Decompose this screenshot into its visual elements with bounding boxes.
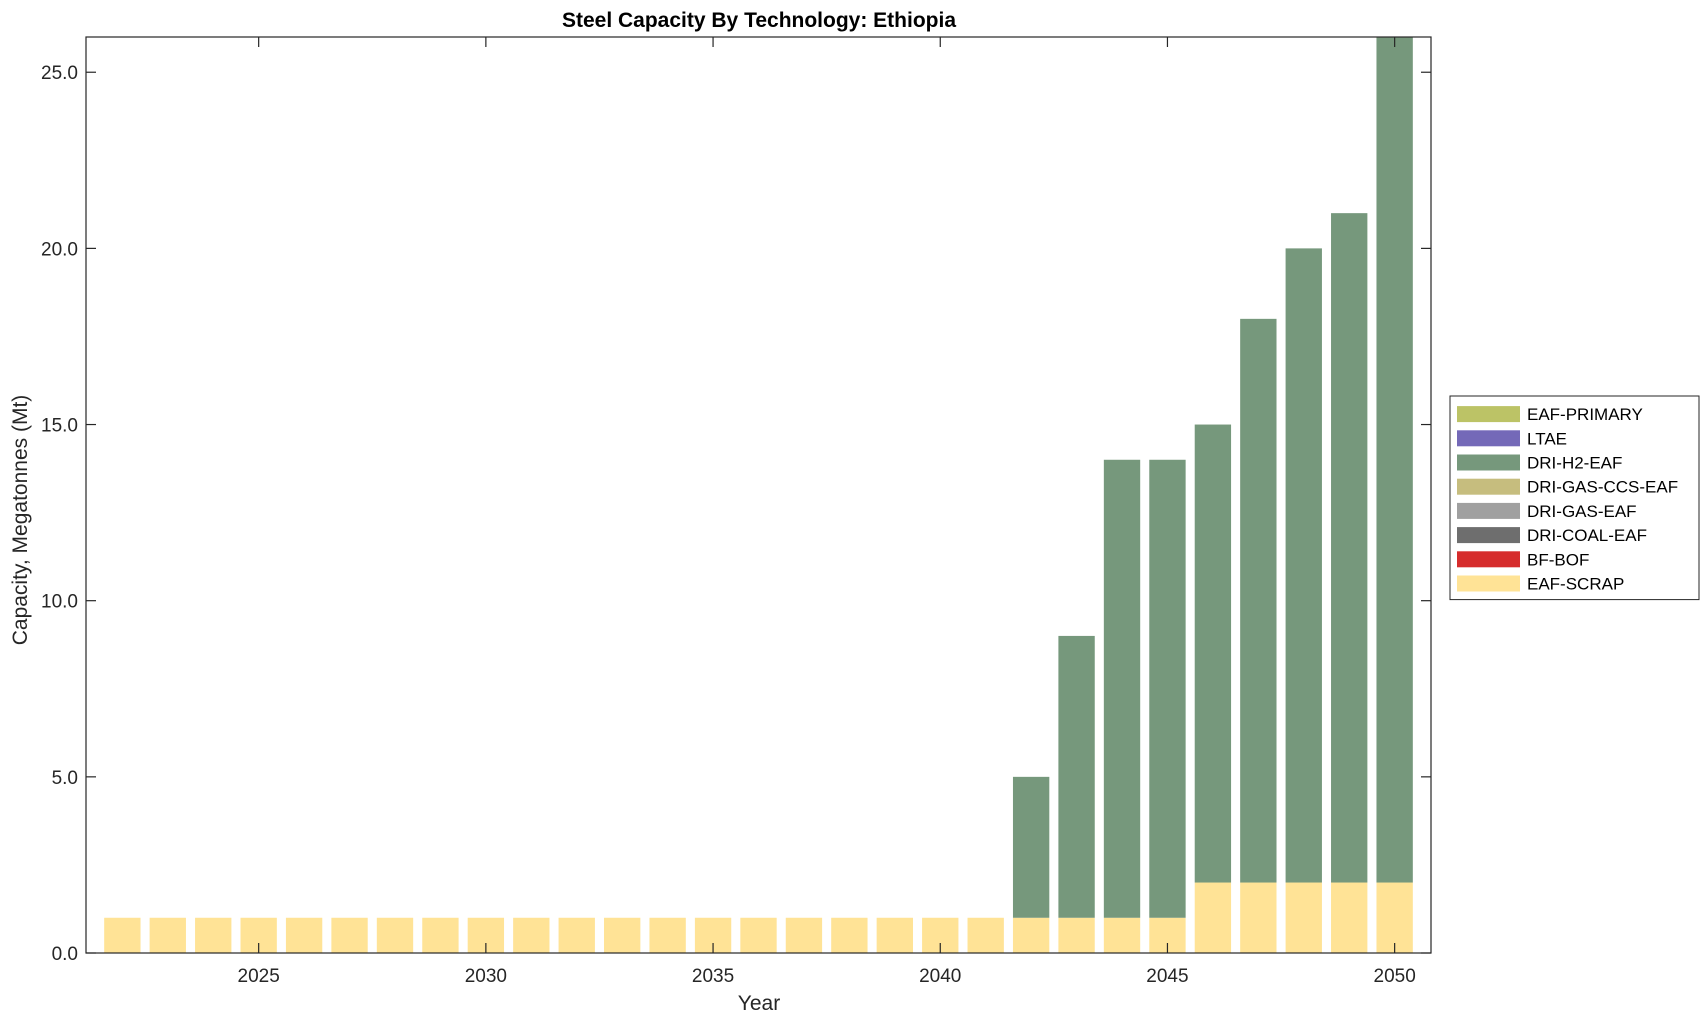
y-tick-label-5: 25.0 xyxy=(41,63,78,84)
legend-swatch-ltae xyxy=(1457,430,1520,447)
bar-eaf-scrap-2046 xyxy=(1194,882,1232,953)
legend-swatch-dri-coal-eaf xyxy=(1457,527,1520,544)
bar-eaf-scrap-2039 xyxy=(876,917,913,953)
legend-label-bf-bof: BF-BOF xyxy=(1527,550,1589,569)
legend: EAF-PRIMARY LTAE DRI-H2-EAF DRI-GAS-CCS-EAF… xyxy=(1449,395,1700,601)
legend-swatch-bf-bof xyxy=(1457,551,1520,568)
bar-eaf-scrap-2033 xyxy=(604,917,641,953)
bar-eaf-scrap-2029 xyxy=(422,917,459,953)
x-tick-label-2035: 2035 xyxy=(692,966,734,987)
bar-eaf-scrap-2023 xyxy=(149,917,186,953)
y-tick-label-2: 10.0 xyxy=(41,592,78,613)
axes-box xyxy=(85,36,1432,954)
x-tick-label-2040: 2040 xyxy=(919,966,961,987)
bar-eaf-scrap-2047 xyxy=(1240,882,1277,953)
legend-swatch-dri-gas-eaf xyxy=(1457,502,1520,519)
bar-dri-h2-eaf-2050 xyxy=(1376,37,1413,883)
bar-eaf-scrap-2034 xyxy=(649,917,686,953)
x-tick-label-2030: 2030 xyxy=(465,966,507,987)
y-tick-label-3: 15.0 xyxy=(41,416,78,437)
bar-dri-h2-eaf-2049 xyxy=(1331,213,1368,883)
bar-eaf-scrap-2037 xyxy=(785,917,823,953)
bar-dri-h2-eaf-2048 xyxy=(1285,248,1322,883)
bar-eaf-scrap-2044 xyxy=(1103,917,1141,953)
bar-eaf-scrap-2038 xyxy=(831,917,868,953)
bar-dri-h2-eaf-2045 xyxy=(1149,459,1186,918)
bar-eaf-scrap-2041 xyxy=(967,917,1004,953)
x-axis-label: Year xyxy=(738,992,780,1015)
bar-eaf-scrap-2031 xyxy=(513,917,550,953)
bar-eaf-scrap-2043 xyxy=(1058,917,1095,953)
legend-swatch-dri-h2-eaf xyxy=(1457,454,1520,471)
bar-eaf-scrap-2050 xyxy=(1376,882,1413,953)
bar-dri-h2-eaf-2046 xyxy=(1194,424,1232,883)
bar-eaf-scrap-2048 xyxy=(1285,882,1322,953)
legend-label-dri-h2-eaf: DRI-H2-EAF xyxy=(1527,454,1622,473)
bar-eaf-scrap-2032 xyxy=(558,917,595,953)
bar-eaf-scrap-2022 xyxy=(104,917,141,953)
bar-eaf-scrap-2049 xyxy=(1331,882,1368,953)
bar-eaf-scrap-2036 xyxy=(740,917,777,953)
y-tick-label-0: 0.0 xyxy=(52,944,78,965)
legend-swatch-dri-gas-ccs-eaf xyxy=(1457,478,1520,495)
bar-dri-h2-eaf-2044 xyxy=(1103,459,1141,918)
bar-dri-h2-eaf-2047 xyxy=(1240,318,1277,883)
legend-label-eaf-primary: EAF-PRIMARY xyxy=(1527,405,1643,424)
x-tick-label-2050: 2050 xyxy=(1374,966,1416,987)
legend-label-ltae: LTAE xyxy=(1527,429,1567,448)
legend-label-eaf-scrap: EAF-SCRAP xyxy=(1527,575,1624,594)
bar-eaf-scrap-2028 xyxy=(376,917,414,953)
legend-swatch-eaf-primary xyxy=(1457,406,1520,423)
legend-swatch-eaf-scrap xyxy=(1457,575,1520,592)
bar-eaf-scrap-2024 xyxy=(195,917,232,953)
bar-dri-h2-eaf-2042 xyxy=(1012,776,1050,918)
y-tick-label-1: 5.0 xyxy=(52,768,78,789)
bar-eaf-scrap-2042 xyxy=(1012,917,1050,953)
bar-eaf-scrap-2027 xyxy=(331,917,368,953)
legend-label-dri-gas-ccs-eaf: DRI-GAS-CCS-EAF xyxy=(1527,478,1678,497)
bar-eaf-scrap-2026 xyxy=(285,917,323,953)
x-tick-label-2025: 2025 xyxy=(238,966,280,987)
bar-dri-h2-eaf-2043 xyxy=(1058,635,1095,918)
chart-title: Steel Capacity By Technology: Ethiopia xyxy=(562,9,956,32)
y-axis-label: Capacity, Megatonnes (Mt) xyxy=(9,395,32,646)
x-tick-label-2045: 2045 xyxy=(1146,966,1188,987)
legend-label-dri-gas-eaf: DRI-GAS-EAF xyxy=(1527,502,1637,521)
plot-area: 2025 2030 2035 2040 2045 2050 0.0 5.0 10.0 15.0 20… xyxy=(41,36,1432,987)
legend-label-dri-coal-eaf: DRI-COAL-EAF xyxy=(1527,526,1647,545)
y-tick-label-4: 20.0 xyxy=(41,239,78,260)
